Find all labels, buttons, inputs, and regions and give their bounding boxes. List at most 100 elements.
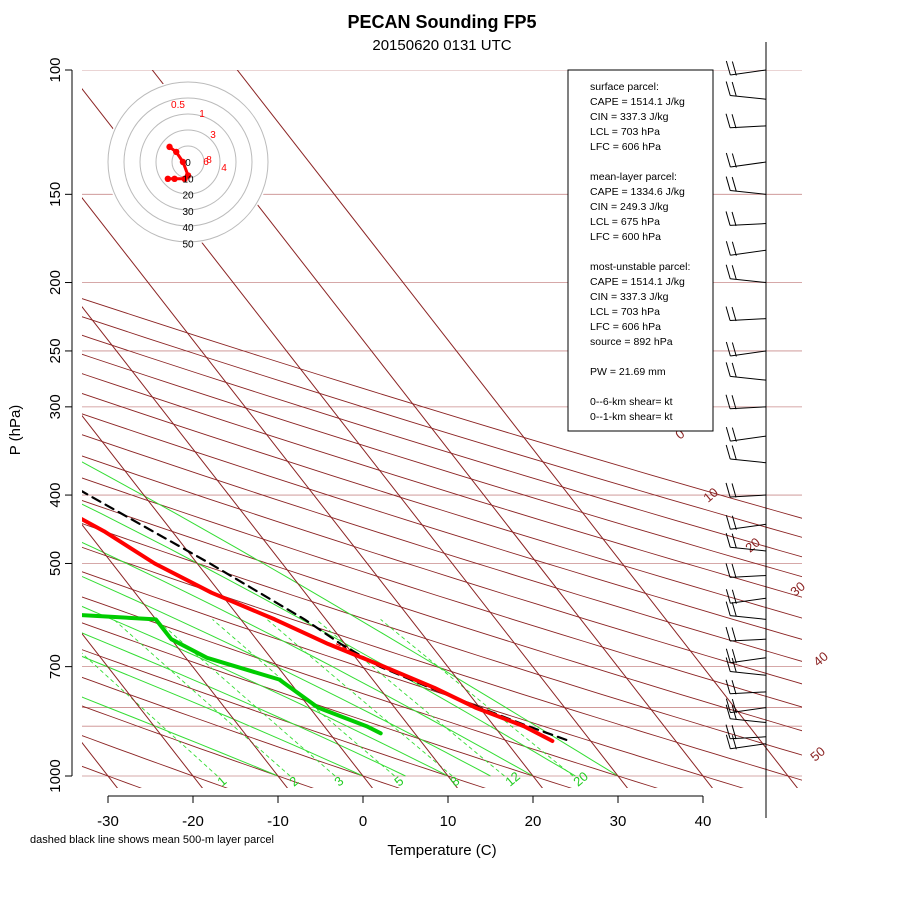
info-line: most-unstable parcel: [590, 261, 690, 273]
mixing-ratio-label: 2 [286, 773, 301, 789]
wind-barb [730, 718, 767, 724]
wind-barbs [725, 60, 767, 750]
x-tick-label: -30 [97, 813, 119, 830]
mixing-ratio-line [266, 619, 453, 777]
info-box-frame [567, 69, 714, 432]
moist-adiabat-line [82, 605, 449, 777]
wind-barb-feather [731, 735, 737, 750]
info-line: LFC = 606 hPa [590, 141, 661, 153]
wind-barb-feather [725, 724, 731, 739]
hodograph-point [181, 175, 188, 182]
dry-adiabat-line [82, 622, 572, 788]
x-tick-label: -20 [182, 813, 204, 830]
hodograph-ring [155, 129, 221, 195]
hodograph-ring-label: 50 [182, 240, 194, 251]
wind-barb-feather [731, 153, 737, 168]
moist-adiabat-line [82, 503, 576, 777]
wind-barb-feather [731, 395, 737, 410]
wind-barb-feather [725, 264, 731, 279]
dry-adiabat-line [82, 316, 802, 538]
wind-barb [730, 278, 767, 284]
mixing-ratio-line [82, 652, 218, 777]
wind-barb-feather [731, 698, 737, 714]
wind-barb-feather [731, 176, 737, 192]
info-line: LCL = 675 hPa [590, 216, 660, 228]
hodograph-point-label: 4 [221, 163, 227, 174]
info-line: PW = 21.69 mm [590, 366, 666, 378]
hodograph-point [179, 158, 187, 166]
isotherm-line [82, 632, 203, 788]
wind-barb-feather [731, 657, 737, 673]
y-tick-label: 500 [47, 551, 64, 576]
hodograph-ring [139, 113, 237, 211]
wind-barb-feather [725, 734, 731, 749]
wind-barb-feather [731, 241, 737, 256]
isotherm-line [82, 414, 373, 788]
wind-barb-feather [731, 61, 737, 76]
info-line: CAPE = 1514.1 J/kg [590, 276, 685, 288]
wind-barb-feather [731, 427, 737, 442]
x-tick-label: -10 [267, 813, 289, 830]
hodograph-ring [123, 97, 253, 227]
x-tick-label: 30 [610, 813, 627, 830]
wind-barb-feather [725, 211, 731, 226]
info-line: CAPE = 1334.6 J/kg [590, 186, 685, 198]
hodograph-background [106, 80, 270, 244]
footnote: dashed black line shows mean 500-m layer… [30, 834, 274, 846]
wind-barb-feather [725, 60, 731, 76]
isotherm-label: 40 [810, 649, 831, 670]
wind-barb-feather [725, 241, 731, 256]
hodograph-point-label: 0.5 [171, 100, 185, 111]
wind-barb-feather [725, 426, 731, 442]
info-line: 0--1-km shear= kt [590, 411, 673, 423]
wind-barb-feather [725, 482, 731, 498]
info-line: LFC = 606 hPa [590, 321, 661, 333]
dry-adiabat-line [82, 434, 802, 662]
wind-barb-feather [731, 563, 737, 579]
wind-barb-feather [725, 601, 731, 616]
isotherm-label: 10 [700, 485, 721, 506]
wind-barb-feather [731, 649, 737, 664]
wind-barb-feather [731, 705, 737, 720]
hodograph-point-label: 3 [210, 130, 216, 141]
dry-adiabat-line [82, 649, 486, 788]
y-tick-label: 300 [47, 394, 64, 419]
hodograph-ring-label: 40 [182, 223, 194, 234]
isotherm-label: 50 [807, 744, 828, 765]
dry-adiabat-line [82, 500, 802, 732]
dry-adiabat-line [82, 735, 228, 788]
mixing-ratio-line [315, 619, 505, 777]
chart-subtitle: 20150620 0131 UTC [372, 37, 511, 54]
wind-barb [730, 671, 767, 676]
hodograph-ring-label: 20 [182, 191, 194, 202]
mixing-ratio-line [380, 619, 574, 777]
wind-barb [730, 94, 767, 100]
mixing-ratio-label: 20 [570, 769, 591, 790]
wind-barb-feather [731, 362, 737, 378]
wind-barb [730, 615, 767, 620]
isotherm-label: 30 [787, 579, 808, 600]
x-tick-label: 40 [695, 813, 712, 830]
wind-barb-feather [725, 515, 731, 530]
wind-barb-feather [731, 342, 737, 357]
isotherm-line [82, 196, 543, 788]
info-line: LFC = 600 hPa [590, 231, 661, 243]
y-tick-label: 200 [47, 270, 64, 295]
isotherm-line [82, 305, 458, 788]
wind-barb-feather [725, 152, 731, 168]
wind-barb-feather [731, 265, 737, 280]
wind-barb-feather [725, 341, 731, 357]
chart-title: PECAN Sounding FP5 [348, 12, 537, 32]
wind-barb-feather [731, 114, 737, 129]
wind-barb-feather [725, 362, 731, 377]
x-axis-label: Temperature (C) [387, 842, 496, 859]
info-line: LCL = 703 hPa [590, 306, 660, 318]
hodograph: 0 10 20 30 40 50 0.5 13 4 68 [106, 80, 270, 251]
dry-adiabat-line [82, 477, 802, 708]
wind-barb-feather [731, 483, 737, 498]
dry-adiabat-line [82, 523, 802, 756]
wind-barb [730, 375, 767, 381]
moist-adiabat-line [82, 632, 406, 777]
y-tick-label: 150 [47, 182, 64, 207]
